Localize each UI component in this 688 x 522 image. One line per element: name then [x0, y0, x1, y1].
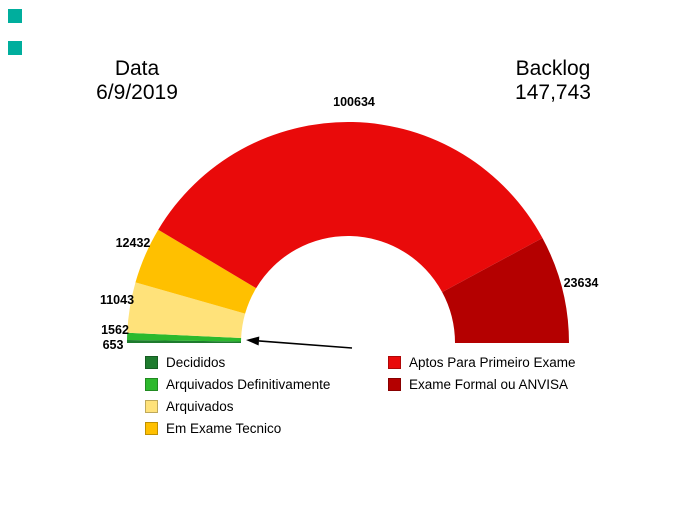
legend-swatch-icon [145, 377, 158, 391]
gauge-segment-4[interactable] [158, 121, 543, 293]
legend-item-em-exame-tecnico: Em Exame Tecnico [145, 417, 330, 439]
backlog-value: 147,743 [515, 81, 591, 105]
gauge-segment-0[interactable] [127, 339, 242, 343]
gauge-segment-2[interactable] [127, 282, 246, 339]
legend-swatch-icon [145, 421, 158, 435]
annotation-arrowhead-icon [246, 336, 260, 346]
legend-swatch-icon [145, 399, 158, 413]
date-label: Data [114, 57, 160, 80]
legend-item-decididos: Decididos [145, 351, 330, 373]
legend-label: Exame Formal ou ANVISA [409, 376, 569, 392]
legend-label: Em Exame Tecnico [166, 420, 282, 436]
gauge-segment-1[interactable] [127, 332, 242, 342]
gauge-segment-5[interactable] [442, 237, 569, 343]
legend-item-arquivados: Arquivados [145, 395, 330, 417]
segment-value-label: 12432 [115, 236, 151, 250]
segment-value-label: 23634 [563, 276, 599, 290]
gauge-segment-3[interactable] [135, 229, 257, 314]
date-title-block: Data 6/9/2019 [58, 57, 216, 105]
segment-value-label: 1562 [101, 323, 129, 337]
corner-square-icon [8, 41, 22, 55]
backlog-title-block: Backlog 147,743 [466, 57, 640, 105]
legend-left: Decididos Arquivados Definitivamente Arq… [145, 351, 330, 439]
legend-swatch-icon [388, 355, 401, 369]
legend-label: Arquivados Definitivamente [166, 376, 331, 392]
legend-swatch-icon [388, 377, 401, 391]
legend-swatch-icon [145, 355, 158, 369]
legend-label: Decididos [166, 354, 226, 370]
legend-item-exame-formal-ou-anvisa: Exame Formal ou ANVISA [388, 373, 576, 395]
annotation-arrow-line [258, 340, 353, 349]
legend-label: Aptos Para Primeiro Exame [409, 354, 576, 370]
backlog-label: Backlog [515, 57, 591, 80]
segment-value-label: 11043 [99, 293, 135, 307]
legend-right: Aptos Para Primeiro Exame Exame Formal o… [388, 351, 576, 395]
segment-value-label: 653 [102, 338, 124, 352]
legend-item-arquivados-definitivamente: Arquivados Definitivamente [145, 373, 330, 395]
segment-value-label: 100634 [333, 95, 375, 109]
legend-label: Arquivados [166, 398, 234, 414]
legend-item-aptos-para-primeiro-exame: Aptos Para Primeiro Exame [388, 351, 576, 373]
date-value: 6/9/2019 [96, 81, 178, 105]
corner-square-icon [8, 9, 22, 23]
